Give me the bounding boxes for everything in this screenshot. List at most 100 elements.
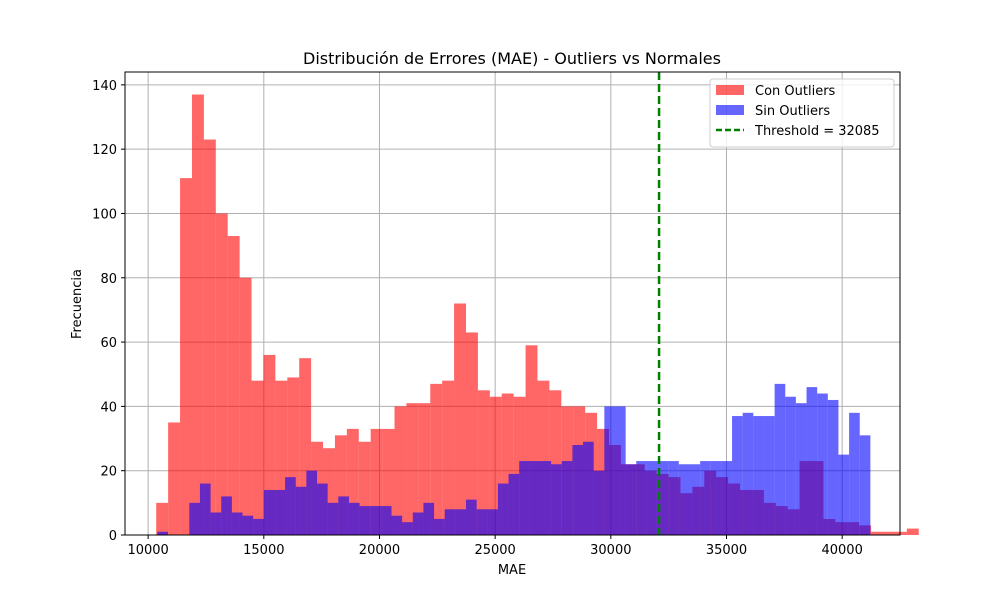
bar-series-0	[168, 422, 181, 535]
bar-series-1	[859, 435, 871, 535]
bar-series-0	[430, 383, 443, 535]
bar-series-1	[210, 512, 222, 535]
bar-series-0	[418, 403, 431, 535]
bar-series-1	[508, 473, 520, 535]
bar-series-1	[657, 461, 669, 535]
bar-series-1	[593, 470, 605, 535]
bar-series-1	[636, 461, 647, 535]
legend-box	[709, 78, 895, 148]
bar-series-0	[454, 303, 466, 535]
x-tick-label: 15000	[243, 543, 284, 558]
legend: Con Outliers Sin Outliers Threshold = 32…	[709, 78, 895, 148]
plot-frame	[124, 71, 901, 536]
bar-series-1	[519, 461, 530, 535]
bar-series-0	[406, 403, 419, 535]
y-tick-label: 120	[92, 143, 117, 158]
bar-series-0	[156, 502, 169, 535]
bar-series-1	[572, 444, 584, 535]
bar-series-0	[442, 380, 455, 535]
bar-series-1	[295, 486, 307, 535]
bar-series-0	[263, 354, 276, 535]
y-tick-label: 60	[100, 336, 117, 351]
x-tick-label: 10000	[127, 543, 168, 558]
bar-series-0	[501, 393, 514, 535]
bar-series-1	[306, 470, 318, 535]
bar-series-0	[358, 441, 371, 535]
x-tick-label: 40000	[821, 543, 862, 558]
bar-series-1	[700, 461, 711, 535]
bar-series-1	[678, 464, 690, 535]
bar-series-1	[348, 502, 360, 535]
bar-series-1	[242, 515, 254, 535]
x-tick-label: 25000	[474, 543, 515, 558]
bar-series-1	[625, 464, 637, 535]
bar-series-0	[323, 448, 335, 535]
bar-series-1	[774, 383, 786, 535]
bar-series-1	[189, 502, 200, 535]
bar-series-1	[285, 477, 296, 535]
bar-series-1	[327, 502, 339, 535]
bar-series-1	[838, 454, 850, 535]
bar-series-1	[529, 461, 541, 535]
bar-series-1	[668, 461, 679, 535]
bar-series-1	[646, 461, 658, 535]
bar-series-1	[221, 496, 232, 535]
bar-series-0	[382, 428, 395, 535]
bar-series-1	[455, 509, 466, 535]
bar-series-0	[239, 277, 252, 535]
x-tick-label: 20000	[359, 543, 400, 558]
legend-label-threshold: Threshold = 32085	[754, 124, 880, 139]
bar-series-1	[466, 499, 477, 535]
bar-series-1	[540, 461, 552, 535]
bar-series-0	[275, 380, 288, 535]
bar-series-0	[251, 380, 264, 535]
bar-series-1	[444, 509, 456, 535]
legend-label-sin-outliers: Sin Outliers	[755, 104, 830, 119]
y-axis-label: Frecuencia	[70, 269, 85, 339]
y-tick-label: 40	[100, 400, 117, 415]
bar-series-1	[604, 406, 615, 535]
legend-label-con-outliers: Con Outliers	[755, 84, 836, 99]
bar-series-1	[689, 464, 701, 535]
bar-series-0	[370, 428, 383, 535]
legend-swatch-sin-outliers	[716, 105, 744, 115]
bar-series-1	[763, 416, 775, 535]
y-tick-label: 100	[92, 207, 117, 222]
bar-series-1	[412, 512, 424, 535]
bars-layer	[156, 94, 919, 536]
bar-series-0	[215, 213, 228, 535]
bar-series-1	[157, 531, 169, 535]
bar-series-1	[721, 461, 733, 535]
bar-series-1	[359, 506, 371, 535]
y-tick-label: 0	[109, 529, 117, 544]
x-axis-label: MAE	[498, 563, 526, 578]
bar-series-0	[549, 390, 562, 535]
bar-series-0	[537, 380, 550, 535]
y-tick-label: 20	[100, 465, 117, 480]
bar-series-0	[227, 235, 240, 535]
bar-series-0	[299, 358, 312, 535]
bar-series-1	[497, 483, 509, 535]
bar-series-1	[434, 518, 445, 535]
bar-series-1	[753, 416, 764, 535]
bar-series-0	[894, 531, 907, 535]
ticks-layer: 10000 15000 20000 25000 30000 35000 40000 0 20 40…	[92, 79, 863, 558]
bar-series-1	[476, 509, 488, 535]
chart-title: Distribución de Errores (MAE) - Outliers…	[303, 49, 721, 68]
bar-series-1	[380, 506, 392, 535]
y-tick-label: 140	[92, 79, 117, 94]
bar-series-0	[191, 94, 204, 535]
bar-series-1	[561, 461, 573, 535]
bar-series-1	[487, 509, 498, 535]
bar-series-0	[466, 332, 478, 535]
bar-series-1	[742, 412, 754, 535]
bar-series-1	[423, 502, 435, 535]
legend-swatch-con-outliers	[716, 85, 744, 95]
bar-series-1	[253, 518, 264, 535]
bar-series-1	[732, 416, 743, 535]
bar-series-1	[199, 483, 211, 535]
bar-series-1	[710, 461, 722, 535]
bar-series-0	[287, 377, 300, 535]
bar-series-0	[334, 435, 347, 535]
bar-series-0	[489, 396, 502, 535]
